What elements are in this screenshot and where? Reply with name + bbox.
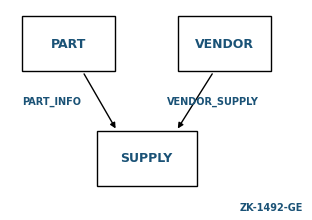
Text: ZK-1492-GE: ZK-1492-GE: [239, 204, 303, 213]
Text: VENDOR: VENDOR: [195, 37, 254, 51]
Bar: [97, 131, 197, 186]
Text: PART_INFO: PART_INFO: [22, 97, 81, 107]
Bar: [22, 16, 115, 72]
Text: PART: PART: [51, 37, 86, 51]
Text: VENDOR_SUPPLY: VENDOR_SUPPLY: [167, 97, 259, 107]
Text: SUPPLY: SUPPLY: [120, 152, 173, 165]
Bar: [178, 16, 271, 72]
